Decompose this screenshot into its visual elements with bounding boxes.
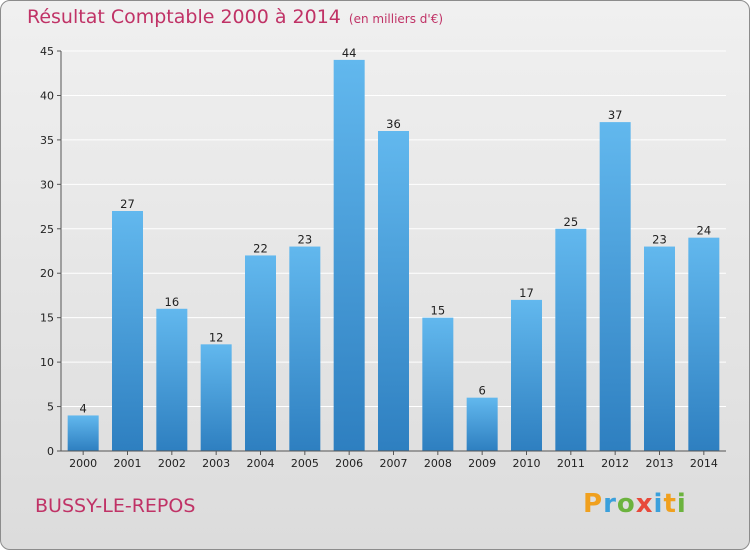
bar-2007 [378,131,409,451]
logo-letter: o [616,489,636,519]
x-tick-label: 2013 [646,457,674,470]
bar-2013 [644,246,675,451]
value-label: 36 [386,117,401,131]
value-label: 24 [697,224,712,238]
x-tick-label: 2014 [690,457,718,470]
value-label: 16 [165,295,180,309]
value-labels: 4 27 16 12 22 23 44 36 15 6 17 25 37 23 24 [80,46,712,416]
bar-2012 [599,122,631,451]
x-tick-label: 2002 [158,457,186,470]
logo-letter: r [603,489,617,519]
x-tick-label: 2011 [557,457,585,470]
value-label: 37 [608,108,623,122]
value-label: 4 [80,401,87,415]
title-unit: (en milliers d'€) [348,12,444,26]
value-label: 44 [342,46,357,60]
value-label: 17 [519,286,534,300]
bar-2006 [333,59,365,452]
x-tick-label: 2000 [69,457,97,470]
value-label: 22 [253,241,268,255]
logo-letter: P [583,489,604,519]
y-tick-label: 15 [40,312,54,325]
logo-letter: i [676,489,687,519]
proxiti-logo: Proxiti [583,489,687,519]
y-tick-label: 40 [40,89,54,102]
y-tick-label: 0 [47,445,54,458]
bar-2004 [245,255,276,451]
value-label: 23 [652,233,667,247]
y-tick-label: 20 [40,267,54,280]
logo-letter: t [663,489,677,519]
bar-2005 [289,246,321,451]
bar-2001 [112,211,143,451]
y-tick-label: 30 [40,178,54,191]
bar-2009 [466,397,498,451]
x-tick-label: 2005 [291,457,319,470]
title-main: Résultat Comptable 2000 à 2014 [27,6,341,28]
y-tick-label: 5 [47,401,54,414]
x-tick-label: 2010 [513,457,541,470]
y-tick-label: 35 [40,134,54,147]
bar-2003 [200,344,232,451]
x-tick-label: 2009 [468,457,496,470]
x-tick-label: 2003 [202,457,230,470]
x-tick-label: 2004 [247,457,275,470]
value-label: 12 [209,330,224,344]
x-tick-label: 2007 [380,457,408,470]
logo-letter: x [635,489,654,519]
x-tick-label: 2012 [601,457,629,470]
chart-title: Résultat Comptable 2000 à 2014 (en millie… [27,6,443,28]
bar-2014 [688,237,720,451]
bar-2010 [511,299,542,451]
bars [67,59,720,452]
bar-2002 [156,308,188,451]
value-label: 27 [120,197,135,211]
y-tick-label: 25 [40,223,54,236]
value-label: 25 [564,215,579,229]
y-tick-label: 10 [40,356,54,369]
value-label: 6 [479,384,486,398]
value-label: 23 [298,233,313,247]
logo-letter: i [653,489,664,519]
value-label: 15 [431,304,446,318]
place-name: BUSSY-LE-REPOS [35,495,196,517]
axes: 0 5 10 15 20 25 30 35 40 45 2000 2001 2002 2003 2004 20… [40,45,726,470]
x-tick-label: 2006 [335,457,363,470]
x-tick-label: 2001 [114,457,142,470]
y-tick-label: 45 [40,45,54,58]
bar-2011 [555,228,587,451]
bar-2000 [67,415,99,451]
bar-2008 [422,317,454,451]
x-tick-label: 2008 [424,457,452,470]
